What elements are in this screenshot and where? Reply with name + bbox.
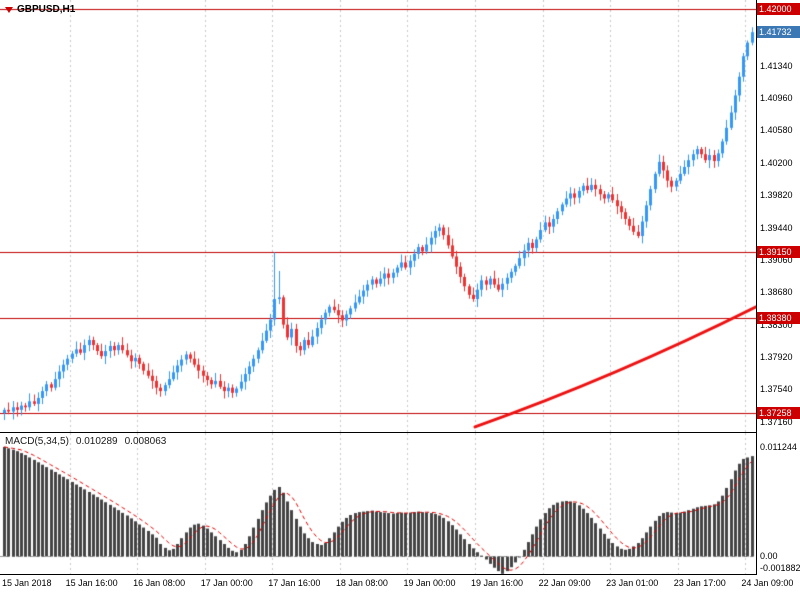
- time-axis-label: 15 Jan 2018: [2, 578, 52, 588]
- time-axis[interactable]: 15 Jan 2018 15 Jan 16:00 16 Jan 08:00 17 Ja…: [0, 577, 800, 600]
- symbol-label: GBPUSD,H1: [5, 4, 75, 15]
- symbol-marker-icon: [5, 6, 13, 13]
- price-chart-canvas[interactable]: [0, 0, 756, 432]
- time-axis-label: 23 Jan 01:00: [606, 578, 659, 588]
- time-axis-label: 17 Jan 16:00: [268, 578, 321, 588]
- symbol-text: GBPUSD,H1: [17, 4, 76, 15]
- price-tick-label: 1.38300: [760, 319, 793, 330]
- time-axis-label: 24 Jan 09:00: [741, 578, 794, 588]
- time-axis-label: 22 Jan 09:00: [538, 578, 591, 588]
- price-tick-label: 1.37540: [760, 384, 793, 395]
- macd-scale-label: -0.001882: [760, 563, 800, 573]
- macd-panel[interactable]: MACD(5,34,5) 0.010289 0.008063: [0, 433, 757, 575]
- macd-canvas[interactable]: [0, 433, 756, 574]
- price-tick-label: 1.39440: [760, 222, 793, 233]
- price-tick-label: 1.41340: [760, 60, 793, 71]
- price-level-tag: 1.38380: [757, 311, 800, 324]
- time-axis-label: 15 Jan 16:00: [65, 578, 118, 588]
- price-tick-label: 1.37160: [760, 416, 793, 427]
- price-tick-label: 1.39820: [760, 190, 793, 201]
- price-level-tag: 1.39150: [757, 246, 800, 259]
- macd-scale-label: 0.00: [760, 550, 778, 561]
- macd-scale-label: 0.011244: [760, 441, 797, 452]
- price-tick-label: 1.40960: [760, 92, 793, 103]
- indicator-value-signal: 0.008063: [124, 436, 167, 447]
- price-level-tag: 1.37258: [757, 407, 800, 420]
- time-axis-label: 18 Jan 08:00: [335, 578, 388, 588]
- price-tick-label: 1.37920: [760, 352, 793, 363]
- time-axis-label: 19 Jan 16:00: [471, 578, 524, 588]
- price-tick-label: 1.39060: [760, 254, 793, 265]
- time-axis-label: 19 Jan 00:00: [403, 578, 456, 588]
- indicator-value-macd: 0.010289: [75, 436, 118, 447]
- price-level-tag: 1.42000: [757, 3, 800, 16]
- macd-axis[interactable]: 0.011244 0.00 -0.001882: [757, 433, 800, 575]
- current-price-tag: 1.41732: [757, 26, 800, 39]
- time-axis-label: 17 Jan 00:00: [200, 578, 253, 588]
- price-chart-panel[interactable]: GBPUSD,H1: [0, 0, 757, 433]
- time-axis-label: 23 Jan 17:00: [673, 578, 726, 588]
- time-axis-label: 16 Jan 08:00: [133, 578, 186, 588]
- indicator-label: MACD(5,34,5) 0.010289 0.008063: [5, 436, 166, 447]
- indicator-name: MACD(5,34,5): [5, 436, 69, 447]
- price-tick-label: 1.40580: [760, 125, 793, 136]
- price-tick-label: 1.38680: [760, 287, 793, 298]
- price-tick-label: 1.40200: [760, 157, 793, 168]
- price-axis[interactable]: 1.41340 1.40960 1.40580 1.40200 1.39820 1.394…: [757, 0, 800, 433]
